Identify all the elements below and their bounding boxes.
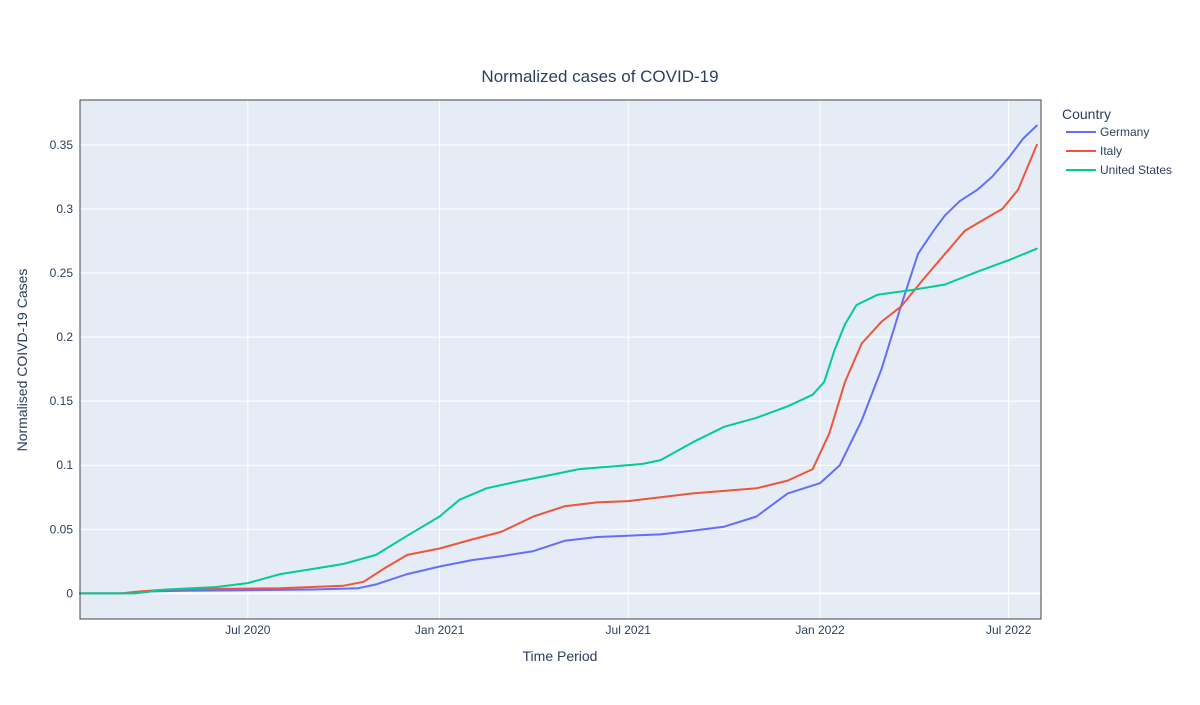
series-line-italy [79,143,1038,595]
y-tick-label: 0.1 [56,458,73,472]
y-axis-title: Normalised COIVD-19 Cases [14,269,30,452]
chart-title: Normalized cases of COVID-19 [481,67,718,86]
legend[interactable]: Country Germany Italy United States [1062,106,1172,177]
plot-border [79,99,1042,620]
y-tick-label: 0.2 [56,330,73,344]
x-tick-label: Jul 2022 [986,623,1032,637]
x-tick-label: Jul 2020 [225,623,271,637]
y-tick-label: 0.35 [50,138,74,152]
x-tick-label: Jan 2022 [795,623,845,637]
legend-item-label: Italy [1100,144,1122,158]
y-tick-label: 0.25 [50,266,74,280]
series-line-germany [79,124,1038,595]
plot-area: 0 0.05 0.1 0.15 0.2 0.25 0.3 0.35 Jul 2020 Jan 20… [50,99,1042,637]
legend-item-label: United States [1100,163,1172,177]
x-axis-title: Time Period [523,648,598,664]
y-tick-label: 0.15 [50,394,74,408]
y-tick-label: 0.05 [50,522,74,536]
plot-background [80,100,1041,619]
x-tick-label: Jul 2021 [606,623,652,637]
legend-item-label: Germany [1100,125,1149,139]
x-tick-label: Jan 2021 [415,623,465,637]
y-tick-label: 0 [66,586,73,600]
legend-title: Country [1062,106,1111,122]
y-tick-label: 0.3 [56,202,73,216]
series-line-united-states [79,247,1038,595]
